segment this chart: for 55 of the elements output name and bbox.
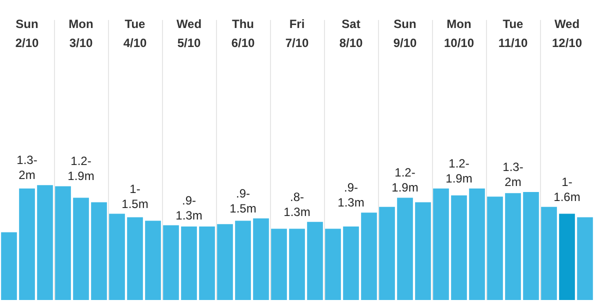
bar (397, 198, 413, 300)
bar (361, 212, 377, 300)
bar (235, 220, 251, 300)
annotation: 1.3-2m (502, 160, 524, 189)
bar (253, 218, 269, 300)
bar (145, 220, 161, 300)
bar (325, 228, 341, 300)
text: 1.2-1.9m (68, 154, 94, 184)
bar (523, 192, 539, 300)
bar (307, 222, 323, 300)
bar (217, 224, 233, 300)
annotation: .9-1.3m (176, 193, 202, 222)
x-tick-label: Fri 7/10 (285, 16, 309, 50)
bar (433, 188, 449, 300)
bar (55, 186, 71, 300)
bar (451, 195, 467, 300)
bar (19, 188, 35, 300)
bar (271, 228, 287, 300)
text: 1.3-2m (16, 153, 38, 182)
bar (163, 225, 179, 300)
x-tick-label: Wed 5/10 (176, 16, 202, 50)
bar (505, 193, 521, 300)
x-tick-label: Thu 6/10 (231, 16, 255, 50)
annotation: 1.2-1.9m (392, 166, 418, 195)
bar (181, 226, 197, 300)
bar (91, 202, 107, 300)
bar (199, 226, 215, 300)
annotation: 1-1.6m (554, 174, 580, 204)
bar (469, 188, 485, 300)
bar (127, 217, 143, 300)
annotation: .8-1.3m (284, 190, 310, 219)
annotation: 1.2-1.9m (446, 156, 472, 186)
bar (289, 228, 305, 300)
annotation: .9-1.5m (230, 186, 256, 216)
bar (541, 206, 557, 300)
x-tick-label: Sun 2/10 (15, 16, 39, 50)
bar (379, 206, 395, 300)
x-tick-label: Mon 3/10 (68, 16, 94, 50)
x-tick-label: Wed 12/10 (552, 16, 582, 50)
annotation: 1-1.5m (122, 182, 148, 211)
bar (415, 202, 431, 300)
bar (559, 214, 575, 300)
x-tick-label: Sun 9/10 (393, 16, 417, 50)
bar (577, 217, 593, 300)
bar (109, 214, 125, 300)
annotation: .9-1.3m (338, 180, 364, 210)
bar (1, 232, 17, 300)
x-tick-label: Mon 10/10 (444, 16, 474, 50)
x-tick-label: Sat 8/10 (339, 16, 363, 50)
bar (37, 185, 53, 300)
x-tick-label: Tue 4/10 (123, 16, 147, 50)
bar (487, 196, 503, 300)
bar (343, 226, 359, 300)
bar (73, 198, 89, 300)
x-tick-label: Tue 11/10 (498, 16, 528, 50)
